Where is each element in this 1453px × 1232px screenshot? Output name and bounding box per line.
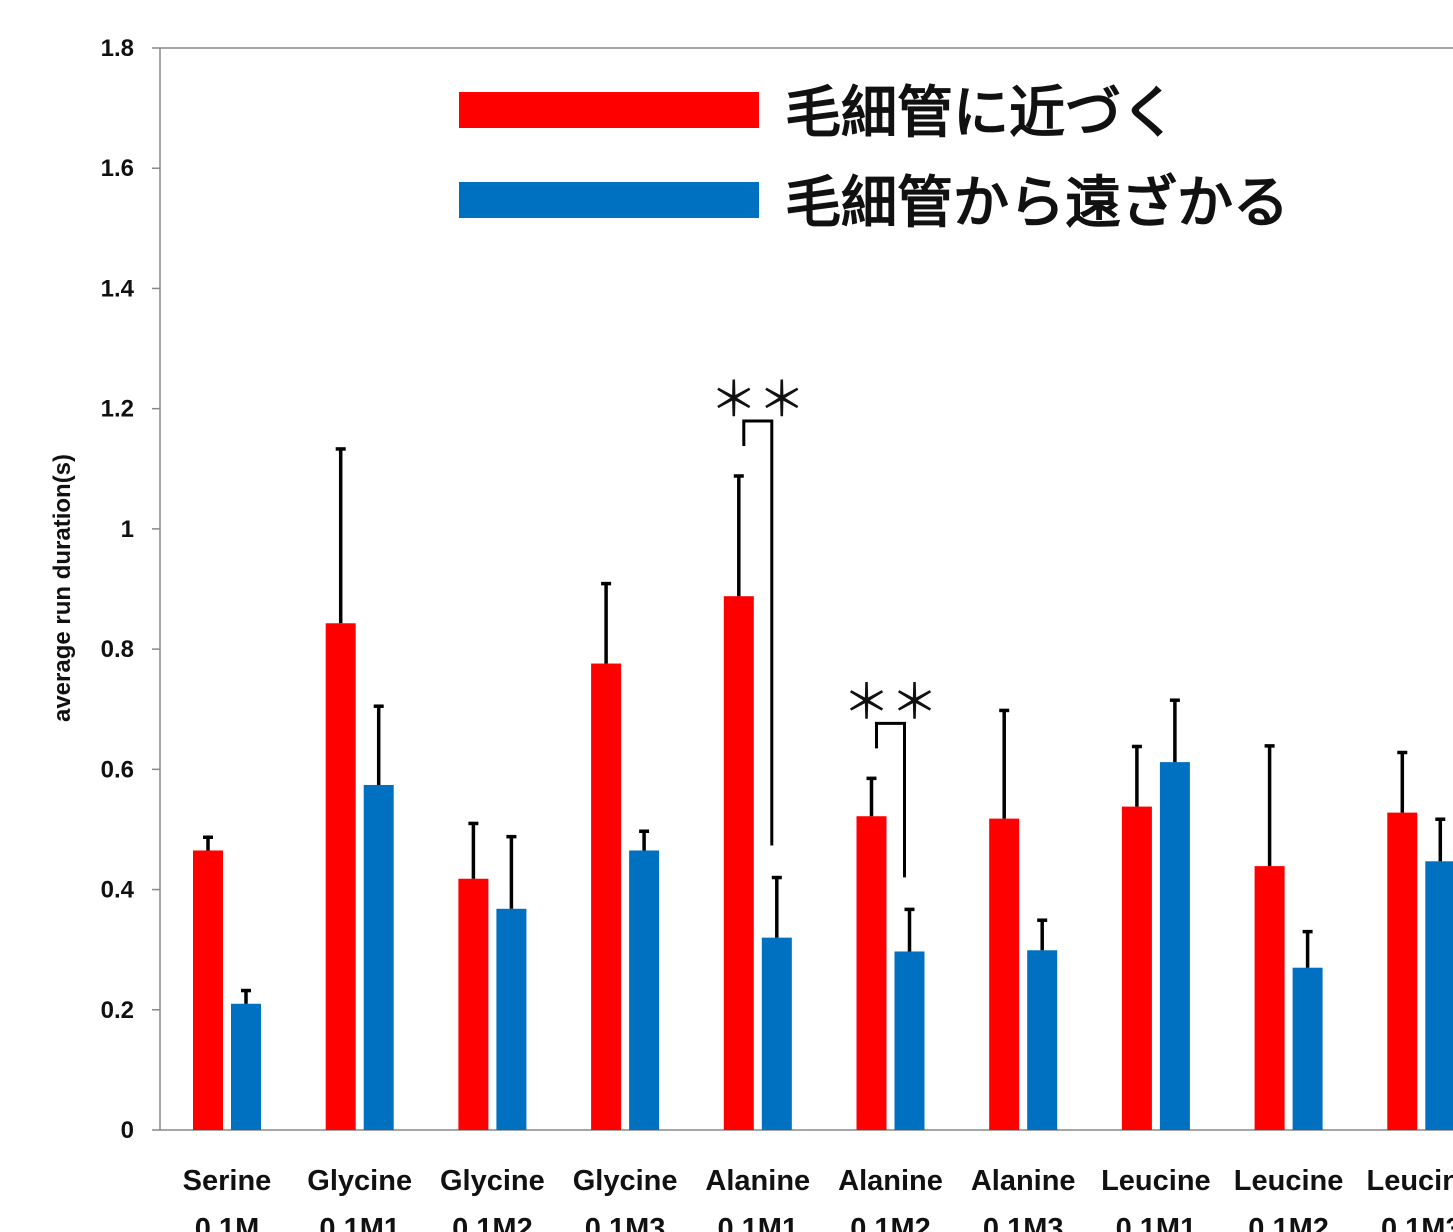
bar xyxy=(591,663,622,1130)
y-tick-label: 0.4 xyxy=(101,877,135,904)
category-label: Alanine xyxy=(971,1165,1076,1197)
significance-markers: ＊＊ ＊＊ xyxy=(710,372,939,878)
category-label: Glycine xyxy=(573,1165,678,1197)
bar xyxy=(231,1003,261,1130)
y-tick-label: 0 xyxy=(121,1117,134,1144)
category-label: Alanine xyxy=(705,1165,810,1197)
category-sublabel: 0.1M3 xyxy=(983,1213,1064,1232)
bar xyxy=(1387,812,1418,1130)
category-label: Glycine xyxy=(440,1165,545,1197)
bar xyxy=(1254,866,1285,1130)
y-tick-label: 1 xyxy=(121,516,134,543)
category-sublabel: 0.1M1 xyxy=(1116,1213,1197,1232)
bar xyxy=(363,784,394,1130)
bar xyxy=(723,596,754,1130)
bar xyxy=(856,816,887,1130)
category-label: Glycine xyxy=(307,1165,412,1197)
significance-bracket xyxy=(875,721,906,878)
y-axis-label: average run duration(s) xyxy=(49,454,76,722)
category-label: Leucine xyxy=(1367,1165,1453,1197)
bar xyxy=(1027,950,1058,1130)
significance-label: ＊＊ xyxy=(842,674,938,730)
error-bars xyxy=(203,447,1446,1004)
significance-label: ＊＊ xyxy=(710,372,806,428)
legend-swatch xyxy=(459,182,759,218)
y-tick-label: 1.8 xyxy=(101,35,134,62)
y-tick-label: 0.8 xyxy=(101,636,134,663)
category-sublabel: 0.1M1 xyxy=(319,1213,400,1232)
category-labels: Serine 0.1M Glycine 0.1M1 Glycine 0.1M2 Glycin… xyxy=(183,1165,1453,1232)
y-tick-label: 0.6 xyxy=(101,756,134,783)
bar xyxy=(1121,806,1152,1130)
category-sublabel: 0.1M3 xyxy=(585,1213,666,1232)
bar xyxy=(1425,861,1453,1130)
bar xyxy=(325,623,356,1130)
bars xyxy=(193,596,1453,1130)
legend-swatch xyxy=(459,92,759,128)
category-sublabel: 0.1M3 xyxy=(1381,1213,1453,1232)
category-label: Leucine xyxy=(1101,1165,1211,1197)
bar xyxy=(458,878,489,1130)
bar xyxy=(894,951,925,1130)
category-label: Alanine xyxy=(838,1165,943,1197)
bar xyxy=(1159,762,1190,1130)
category-sublabel: 0.1M xyxy=(195,1213,259,1232)
bar xyxy=(1292,967,1323,1130)
y-tick-label: 1.6 xyxy=(101,155,134,182)
y-tick-label: 0.2 xyxy=(101,997,134,1024)
category-sublabel: 0.1M1 xyxy=(717,1213,798,1232)
category-sublabel: 0.1M2 xyxy=(1248,1213,1329,1232)
y-axis-ticks: 0 0.2 0.4 0.6 0.8 1 1.2 1.4 1.6 1.8 xyxy=(101,35,160,1144)
bar xyxy=(629,850,660,1130)
bar xyxy=(193,850,223,1130)
bar xyxy=(496,908,527,1130)
bar xyxy=(989,818,1020,1130)
y-tick-label: 1.2 xyxy=(101,396,134,423)
category-sublabel: 0.1M2 xyxy=(850,1213,931,1232)
bar xyxy=(761,937,792,1130)
significance-bracket xyxy=(742,419,774,846)
y-tick-label: 1.4 xyxy=(101,275,135,302)
legend-label: 毛細管から遠ざかる xyxy=(785,171,1289,236)
category-sublabel: 0.1M2 xyxy=(452,1213,533,1232)
category-label: Serine xyxy=(183,1165,272,1197)
legend-label: 毛細管に近づく xyxy=(785,81,1177,146)
category-label: Leucine xyxy=(1234,1165,1344,1197)
